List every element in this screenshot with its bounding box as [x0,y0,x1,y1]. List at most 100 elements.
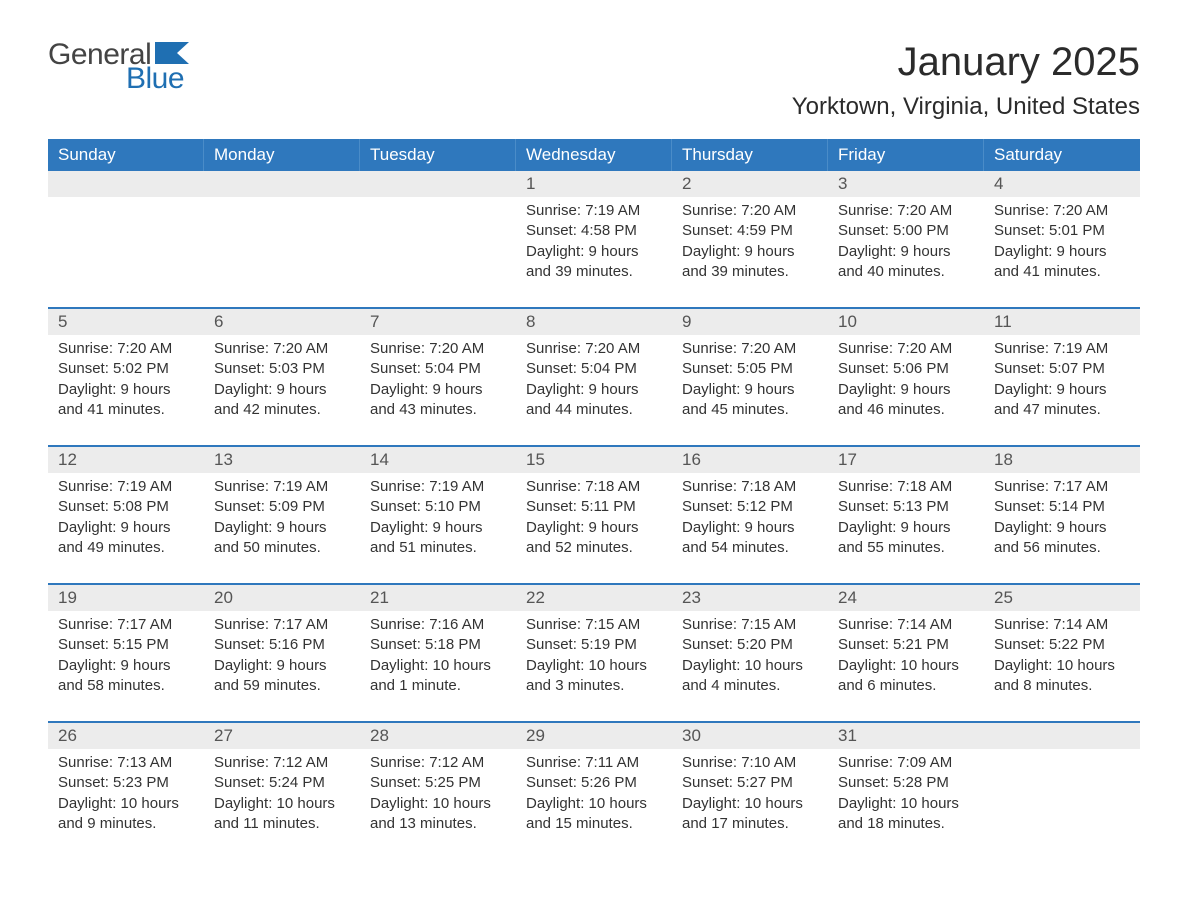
sunrise-text: Sunrise: 7:12 AM [370,753,506,773]
daylight1-text: Daylight: 9 hours [526,380,662,400]
weekday-header: Saturday [984,139,1140,171]
day-number: 10 [828,309,984,335]
day-details: Sunrise: 7:20 AMSunset: 5:02 PMDaylight:… [48,335,204,420]
daylight1-text: Daylight: 9 hours [214,656,350,676]
daylight2-text: and 18 minutes. [838,814,974,834]
sunset-text: Sunset: 5:22 PM [994,635,1130,655]
calendar-day: 13Sunrise: 7:19 AMSunset: 5:09 PMDayligh… [204,447,360,573]
daylight2-text: and 1 minute. [370,676,506,696]
daylight1-text: Daylight: 9 hours [994,518,1130,538]
daylight1-text: Daylight: 9 hours [214,380,350,400]
sunset-text: Sunset: 5:23 PM [58,773,194,793]
sunset-text: Sunset: 5:21 PM [838,635,974,655]
day-number: 29 [516,723,672,749]
calendar-day: 5Sunrise: 7:20 AMSunset: 5:02 PMDaylight… [48,309,204,435]
day-details: Sunrise: 7:15 AMSunset: 5:19 PMDaylight:… [516,611,672,696]
day-number: 31 [828,723,984,749]
sunrise-text: Sunrise: 7:17 AM [58,615,194,635]
calendar-day: 12Sunrise: 7:19 AMSunset: 5:08 PMDayligh… [48,447,204,573]
day-details: Sunrise: 7:15 AMSunset: 5:20 PMDaylight:… [672,611,828,696]
daylight2-text: and 8 minutes. [994,676,1130,696]
sunset-text: Sunset: 5:12 PM [682,497,818,517]
sunset-text: Sunset: 5:06 PM [838,359,974,379]
day-number: 20 [204,585,360,611]
day-number: 1 [516,171,672,197]
calendar-day: 7Sunrise: 7:20 AMSunset: 5:04 PMDaylight… [360,309,516,435]
day-details: Sunrise: 7:14 AMSunset: 5:21 PMDaylight:… [828,611,984,696]
weekday-header: Tuesday [360,139,516,171]
calendar-day: 21Sunrise: 7:16 AMSunset: 5:18 PMDayligh… [360,585,516,711]
day-number: 14 [360,447,516,473]
day-details: Sunrise: 7:18 AMSunset: 5:12 PMDaylight:… [672,473,828,558]
daylight2-text: and 50 minutes. [214,538,350,558]
daylight2-text: and 46 minutes. [838,400,974,420]
sunset-text: Sunset: 5:27 PM [682,773,818,793]
calendar-day: 24Sunrise: 7:14 AMSunset: 5:21 PMDayligh… [828,585,984,711]
day-number: 28 [360,723,516,749]
day-number: 27 [204,723,360,749]
weekday-header: Thursday [672,139,828,171]
day-number: 6 [204,309,360,335]
sunset-text: Sunset: 5:25 PM [370,773,506,793]
calendar-day: 11Sunrise: 7:19 AMSunset: 5:07 PMDayligh… [984,309,1140,435]
daylight1-text: Daylight: 10 hours [526,794,662,814]
calendar-day: 27Sunrise: 7:12 AMSunset: 5:24 PMDayligh… [204,723,360,849]
daylight2-text: and 15 minutes. [526,814,662,834]
month-title: January 2025 [792,40,1140,85]
sunrise-text: Sunrise: 7:20 AM [682,201,818,221]
daylight2-text: and 42 minutes. [214,400,350,420]
daylight1-text: Daylight: 10 hours [526,656,662,676]
daylight2-text: and 39 minutes. [682,262,818,282]
daylight2-text: and 56 minutes. [994,538,1130,558]
calendar-week: 12Sunrise: 7:19 AMSunset: 5:08 PMDayligh… [48,445,1140,573]
calendar-day: 2Sunrise: 7:20 AMSunset: 4:59 PMDaylight… [672,171,828,297]
sunrise-text: Sunrise: 7:19 AM [58,477,194,497]
sunset-text: Sunset: 5:00 PM [838,221,974,241]
daylight2-text: and 9 minutes. [58,814,194,834]
calendar-day: 26Sunrise: 7:13 AMSunset: 5:23 PMDayligh… [48,723,204,849]
calendar-day: 20Sunrise: 7:17 AMSunset: 5:16 PMDayligh… [204,585,360,711]
day-details: Sunrise: 7:12 AMSunset: 5:24 PMDaylight:… [204,749,360,834]
day-number: 11 [984,309,1140,335]
daylight2-text: and 47 minutes. [994,400,1130,420]
sunrise-text: Sunrise: 7:10 AM [682,753,818,773]
day-details: Sunrise: 7:10 AMSunset: 5:27 PMDaylight:… [672,749,828,834]
daylight1-text: Daylight: 9 hours [994,242,1130,262]
day-number: 13 [204,447,360,473]
day-details: Sunrise: 7:20 AMSunset: 5:01 PMDaylight:… [984,197,1140,282]
daylight2-text: and 59 minutes. [214,676,350,696]
day-number: 24 [828,585,984,611]
calendar-day: 17Sunrise: 7:18 AMSunset: 5:13 PMDayligh… [828,447,984,573]
weekday-header: Monday [204,139,360,171]
day-details: Sunrise: 7:20 AMSunset: 5:05 PMDaylight:… [672,335,828,420]
daylight2-text: and 41 minutes. [994,262,1130,282]
sunrise-text: Sunrise: 7:11 AM [526,753,662,773]
sunrise-text: Sunrise: 7:19 AM [994,339,1130,359]
day-details: Sunrise: 7:20 AMSunset: 5:06 PMDaylight:… [828,335,984,420]
sunrise-text: Sunrise: 7:13 AM [58,753,194,773]
day-number [360,171,516,197]
daylight1-text: Daylight: 10 hours [682,656,818,676]
sunrise-text: Sunrise: 7:15 AM [526,615,662,635]
title-block: January 2025 Yorktown, Virginia, United … [792,40,1140,121]
location-subtitle: Yorktown, Virginia, United States [792,93,1140,121]
daylight1-text: Daylight: 9 hours [682,380,818,400]
day-details: Sunrise: 7:20 AMSunset: 4:59 PMDaylight:… [672,197,828,282]
sunrise-text: Sunrise: 7:20 AM [838,339,974,359]
daylight1-text: Daylight: 9 hours [370,518,506,538]
calendar-day: 3Sunrise: 7:20 AMSunset: 5:00 PMDaylight… [828,171,984,297]
sunrise-text: Sunrise: 7:18 AM [838,477,974,497]
sunrise-text: Sunrise: 7:17 AM [214,615,350,635]
calendar-day-empty [984,723,1140,849]
day-details: Sunrise: 7:12 AMSunset: 5:25 PMDaylight:… [360,749,516,834]
calendar-day: 6Sunrise: 7:20 AMSunset: 5:03 PMDaylight… [204,309,360,435]
daylight1-text: Daylight: 9 hours [58,518,194,538]
daylight1-text: Daylight: 10 hours [370,656,506,676]
calendar-week: 1Sunrise: 7:19 AMSunset: 4:58 PMDaylight… [48,171,1140,297]
daylight1-text: Daylight: 10 hours [370,794,506,814]
daylight1-text: Daylight: 9 hours [838,242,974,262]
day-number: 26 [48,723,204,749]
daylight1-text: Daylight: 9 hours [214,518,350,538]
sunset-text: Sunset: 5:15 PM [58,635,194,655]
weekday-header-row: SundayMondayTuesdayWednesdayThursdayFrid… [48,139,1140,171]
